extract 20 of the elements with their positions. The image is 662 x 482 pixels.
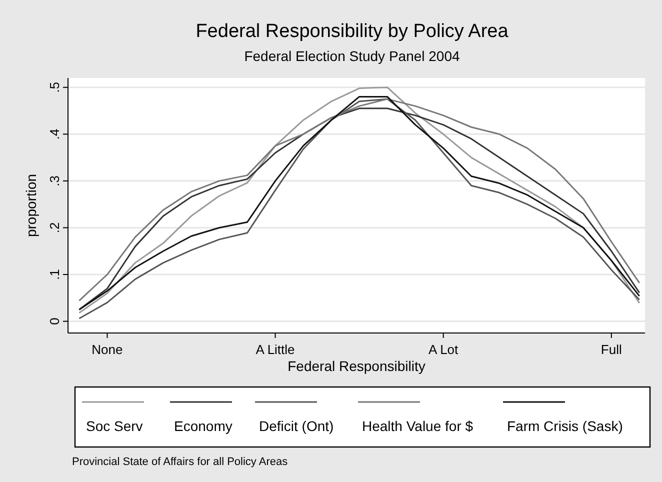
legend-label: Economy: [174, 418, 232, 434]
chart-subtitle: Federal Election Study Panel 2004: [244, 48, 460, 64]
legend-label: Health Value for $: [362, 418, 474, 434]
y-tick-label: .2: [47, 222, 62, 234]
y-tick-label: .4: [47, 128, 62, 140]
legend-label: Farm Crisis (Sask): [507, 418, 623, 434]
chart-title: Federal Responsibility by Policy Area: [196, 21, 509, 42]
y-tick-label: .3: [47, 176, 62, 186]
x-tick-label: A Lot: [428, 342, 459, 357]
y-axis-title: proportion: [23, 174, 39, 238]
text: Provincial State of Affairs for all Policy Areas: [72, 456, 288, 468]
legend-label: Deficit (Ont): [259, 418, 334, 434]
x-tick-label: None: [92, 342, 123, 357]
x-tick-label: Full: [600, 342, 622, 357]
x-tick-label: A Little: [256, 342, 295, 357]
y-tick-label: 0: [47, 318, 62, 325]
x-axis-title: Federal Responsibility: [288, 358, 426, 374]
y-tick-label: .5: [47, 82, 62, 93]
legend-label: Soc Serv: [86, 418, 143, 434]
y-tick-label: .1: [47, 269, 62, 280]
